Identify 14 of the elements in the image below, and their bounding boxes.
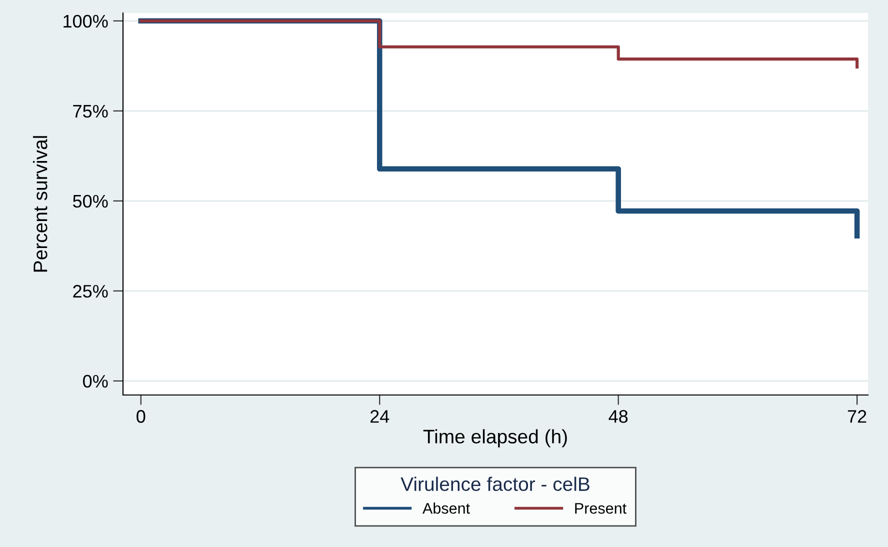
x-tick-label: 0 xyxy=(136,410,146,423)
y-tick-label: 100% xyxy=(64,14,108,28)
x-axis-title: Time elapsed (h) xyxy=(423,429,567,448)
legend-label: Present xyxy=(575,503,626,514)
x-tick-label: 24 xyxy=(370,410,390,423)
x-tick-label: 72 xyxy=(848,410,866,423)
x-tick-label: 48 xyxy=(608,410,628,423)
y-tick-label: 50% xyxy=(73,194,108,208)
y-tick-label: 0% xyxy=(83,374,108,388)
y-tick-label: 25% xyxy=(73,284,108,298)
legend-title: Virulence factor - celB xyxy=(400,476,590,492)
y-axis-title: Percent survival xyxy=(33,136,48,272)
y-tick-label: 75% xyxy=(73,104,108,118)
legend-label: Absent xyxy=(422,502,470,514)
